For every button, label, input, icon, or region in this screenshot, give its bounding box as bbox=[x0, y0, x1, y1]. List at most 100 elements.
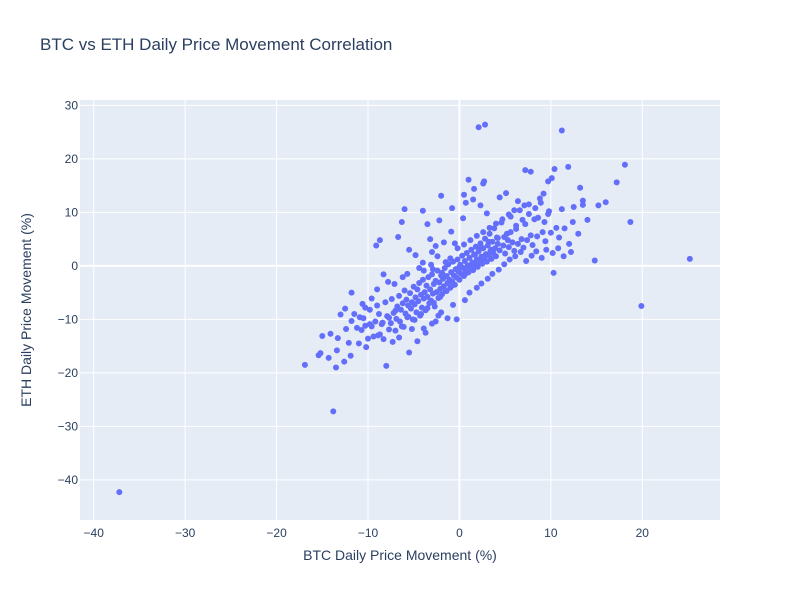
data-point bbox=[375, 332, 382, 339]
y-axis-title: ETH Daily Price Movement (%) bbox=[18, 213, 34, 407]
data-point bbox=[584, 216, 591, 223]
data-point bbox=[462, 199, 469, 206]
data-point bbox=[489, 270, 496, 277]
data-point bbox=[491, 225, 498, 232]
data-point bbox=[502, 250, 509, 257]
data-point bbox=[504, 237, 511, 244]
data-point bbox=[471, 185, 478, 192]
data-point bbox=[486, 224, 493, 231]
data-point bbox=[383, 362, 390, 369]
data-point bbox=[466, 289, 473, 296]
data-point bbox=[466, 254, 473, 261]
data-point bbox=[478, 280, 485, 287]
data-point bbox=[467, 237, 474, 244]
data-point bbox=[613, 179, 620, 186]
y-tick-label: −30 bbox=[58, 419, 79, 433]
data-point bbox=[477, 202, 484, 209]
data-point bbox=[405, 313, 412, 320]
data-point bbox=[420, 325, 427, 332]
data-point bbox=[397, 318, 403, 325]
data-point bbox=[424, 293, 431, 300]
data-point bbox=[448, 228, 455, 235]
data-point bbox=[569, 218, 576, 225]
data-point bbox=[507, 229, 514, 236]
data-point bbox=[330, 408, 337, 415]
data-point bbox=[475, 258, 482, 265]
grid-lines bbox=[80, 100, 720, 520]
data-point bbox=[475, 124, 482, 131]
data-point bbox=[470, 196, 477, 203]
data-point bbox=[579, 201, 586, 208]
data-point bbox=[486, 230, 493, 237]
x-axis-ticks: −40 −30 −20 −10 0 10 20 bbox=[84, 526, 650, 540]
data-point bbox=[512, 253, 519, 260]
data-point bbox=[447, 255, 454, 262]
data-point bbox=[500, 242, 507, 249]
data-point bbox=[482, 252, 489, 259]
data-point bbox=[421, 289, 428, 296]
data-point bbox=[444, 315, 451, 322]
data-point bbox=[432, 243, 439, 250]
data-point bbox=[354, 324, 361, 331]
data-point bbox=[474, 263, 481, 270]
data-point bbox=[456, 263, 463, 270]
data-point bbox=[533, 248, 540, 255]
data-point bbox=[480, 229, 487, 236]
data-point bbox=[483, 210, 490, 217]
y-axis-ticks: −40 −30 −20 −10 0 10 20 30 bbox=[58, 98, 79, 487]
data-point bbox=[341, 358, 348, 365]
data-point bbox=[488, 255, 495, 262]
data-point bbox=[450, 301, 457, 308]
data-point bbox=[399, 300, 406, 307]
x-tick-label: 20 bbox=[636, 526, 650, 540]
y-tick-label: −40 bbox=[58, 473, 79, 487]
data-point bbox=[551, 166, 558, 173]
data-point bbox=[429, 320, 435, 327]
chart-title: BTC vs ETH Daily Price Movement Correlat… bbox=[40, 35, 392, 54]
data-point bbox=[456, 276, 463, 283]
data-point bbox=[524, 237, 531, 244]
data-point bbox=[522, 221, 529, 228]
data-point bbox=[424, 305, 431, 312]
data-point bbox=[370, 333, 377, 340]
data-point bbox=[511, 247, 518, 254]
data-point bbox=[376, 237, 383, 244]
data-point bbox=[363, 344, 370, 351]
data-point bbox=[439, 269, 446, 276]
data-point bbox=[434, 253, 441, 260]
data-point bbox=[389, 338, 396, 345]
data-point bbox=[437, 293, 444, 300]
data-point bbox=[343, 325, 350, 332]
data-point bbox=[395, 233, 402, 240]
data-point bbox=[392, 327, 399, 334]
data-point bbox=[570, 204, 577, 211]
data-point bbox=[556, 234, 563, 241]
data-point bbox=[449, 205, 456, 212]
data-point bbox=[347, 352, 354, 359]
data-point bbox=[558, 206, 565, 213]
data-point bbox=[621, 161, 628, 168]
data-point bbox=[404, 270, 411, 277]
data-point bbox=[519, 216, 526, 223]
data-point bbox=[513, 222, 520, 229]
data-point bbox=[374, 302, 381, 309]
data-point bbox=[473, 232, 480, 239]
data-point bbox=[415, 298, 422, 305]
data-point bbox=[414, 338, 421, 345]
data-point bbox=[460, 215, 467, 222]
data-point bbox=[387, 320, 394, 327]
data-point bbox=[427, 286, 434, 293]
x-tick-label: −40 bbox=[84, 526, 105, 540]
data-point bbox=[501, 261, 508, 268]
data-point bbox=[532, 205, 539, 212]
data-point bbox=[493, 253, 499, 260]
y-tick-label: 0 bbox=[71, 259, 78, 273]
data-point bbox=[434, 267, 441, 274]
data-point bbox=[514, 198, 521, 205]
data-point bbox=[342, 305, 349, 312]
data-point bbox=[388, 296, 395, 303]
data-point bbox=[430, 299, 437, 306]
y-tick-label: 30 bbox=[65, 98, 79, 112]
data-point bbox=[472, 243, 479, 250]
